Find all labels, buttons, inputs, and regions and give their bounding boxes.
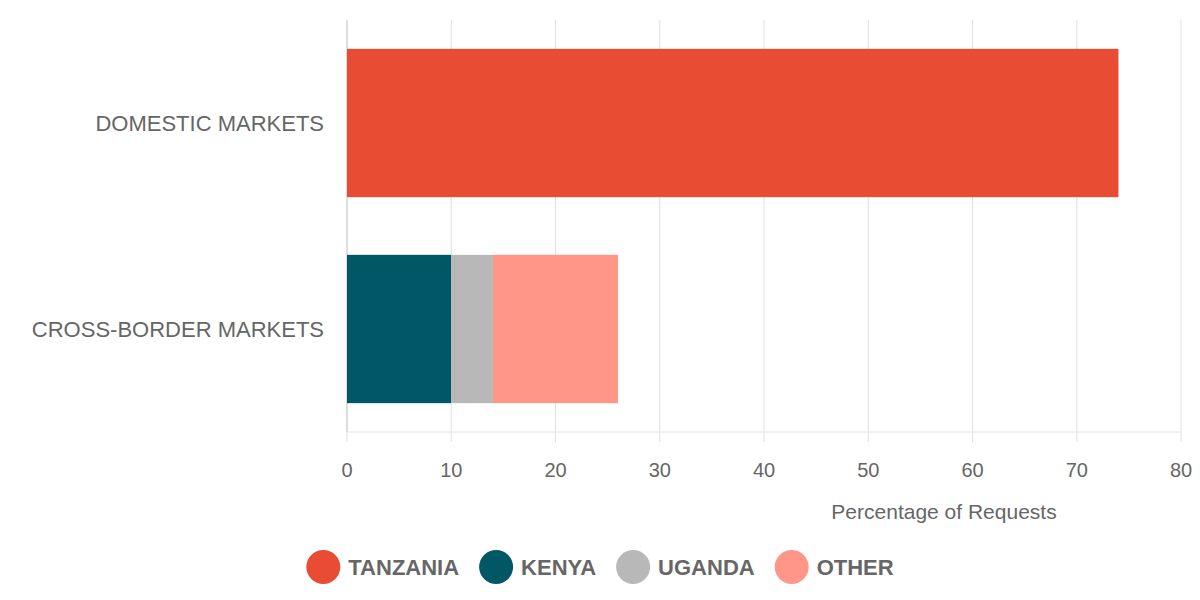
tick-label: 0 bbox=[341, 459, 352, 481]
bar-segment bbox=[347, 49, 1118, 197]
legend-swatch bbox=[306, 550, 340, 584]
bars bbox=[347, 49, 1118, 403]
legend-swatch bbox=[479, 550, 513, 584]
tick-label: 40 bbox=[753, 459, 775, 481]
bar-segment bbox=[347, 255, 451, 403]
tick-label: 50 bbox=[857, 459, 879, 481]
tick-mark bbox=[972, 432, 973, 442]
bar-segment bbox=[493, 255, 618, 403]
legend: TANZANIA KENYA UGANDA OTHER bbox=[306, 550, 893, 584]
legend-label: TANZANIA bbox=[348, 555, 459, 580]
legend-label: KENYA bbox=[521, 555, 596, 580]
category-label: DOMESTIC MARKETS bbox=[95, 111, 324, 136]
bar-segment bbox=[451, 255, 493, 403]
tick-label: 60 bbox=[961, 459, 983, 481]
legend-label: UGANDA bbox=[658, 555, 755, 580]
tick-mark bbox=[1181, 432, 1182, 442]
tick-label: 20 bbox=[544, 459, 566, 481]
tick-mark bbox=[868, 432, 869, 442]
tick-mark bbox=[555, 432, 556, 442]
tick-mark bbox=[764, 432, 765, 442]
category-label: CROSS-BORDER MARKETS bbox=[32, 317, 324, 342]
tick-label: 10 bbox=[440, 459, 462, 481]
chart: 0 10 20 30 40 50 60 70 80 DOMESTIC MARKETS CROSS-B… bbox=[0, 0, 1200, 600]
tick-mark bbox=[659, 432, 660, 442]
bar-segment bbox=[1118, 49, 1119, 197]
bar-segment bbox=[1118, 49, 1119, 197]
tick-mark bbox=[1076, 432, 1077, 442]
tick-label: 70 bbox=[1066, 459, 1088, 481]
grid-line bbox=[1181, 20, 1182, 432]
legend-swatch bbox=[775, 550, 809, 584]
tick-mark bbox=[451, 432, 452, 442]
tick-label: 30 bbox=[649, 459, 671, 481]
bar-segment bbox=[1118, 49, 1119, 197]
axis-line bbox=[347, 432, 1181, 433]
legend-swatch bbox=[616, 550, 650, 584]
legend-label: OTHER bbox=[817, 555, 894, 580]
tick-label: 80 bbox=[1170, 459, 1192, 481]
axis-title: Percentage of Requests bbox=[831, 500, 1056, 523]
tick-mark bbox=[347, 432, 348, 442]
